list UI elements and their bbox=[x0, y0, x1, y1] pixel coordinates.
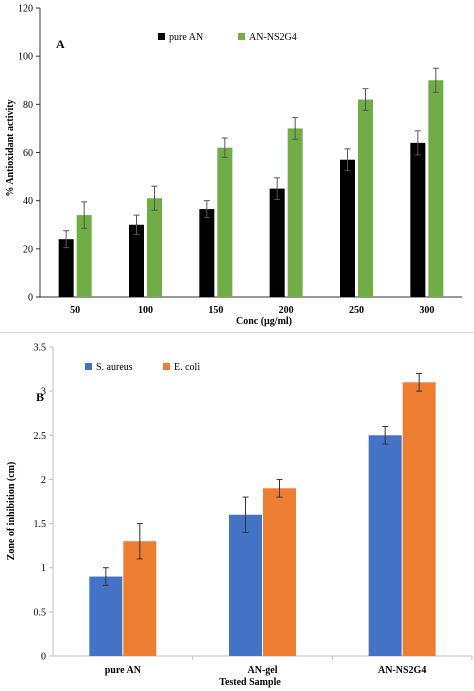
y-tick-label-a: 80 bbox=[23, 100, 33, 111]
y-axis-title-b: Zone of inhibition (cm) bbox=[6, 462, 17, 561]
y-tick-label-a: 40 bbox=[23, 196, 33, 207]
bar-a-pure-an bbox=[129, 224, 144, 297]
legend-label-a: AN-NS2G4 bbox=[249, 32, 297, 43]
bar-a-pure-an bbox=[199, 209, 215, 297]
bar-a-an-ns2g4 bbox=[287, 128, 303, 297]
bar-a-pure-an bbox=[269, 188, 285, 297]
y-tick-label-b: 2 bbox=[41, 475, 46, 486]
antioxidant-chart: A % Antioxidant activity Conc (µg/ml) 0 2… bbox=[5, 4, 462, 327]
bar-b-e-coli bbox=[263, 488, 296, 656]
y-tick-label-a: 0 bbox=[28, 293, 33, 304]
x-tick-label-a: 50 bbox=[70, 305, 80, 316]
bar-a-an-ns2g4 bbox=[147, 198, 162, 297]
legend-label-b: S. aureus bbox=[96, 362, 133, 373]
legend-swatch-a bbox=[238, 33, 245, 40]
y-tick-label-a: 100 bbox=[18, 52, 33, 63]
bar-a-an-ns2g4 bbox=[358, 99, 373, 298]
bar-b-s-aureus bbox=[229, 514, 262, 656]
y-tick-label-b: 1.5 bbox=[34, 519, 47, 530]
x-tick-label-a: 200 bbox=[279, 305, 294, 316]
x-tick-label-a: 150 bbox=[208, 305, 223, 316]
panel-label-a: A bbox=[56, 37, 65, 51]
x-tick-label-b: pure AN bbox=[105, 665, 142, 676]
y-tick-label-b: 0.5 bbox=[34, 607, 47, 618]
x-tick-label-b: AN-gel bbox=[248, 665, 278, 676]
bar-b-e-coli bbox=[123, 541, 157, 656]
y-tick-label-b: 2.5 bbox=[34, 431, 47, 442]
inhibition-chart: B Zone of inhibition (cm) Tested Sample … bbox=[6, 343, 473, 688]
legend-swatch-a bbox=[158, 33, 165, 40]
bar-a-pure-an bbox=[410, 142, 426, 297]
legend-swatch-b bbox=[163, 363, 170, 370]
bar-a-an-ns2g4 bbox=[76, 215, 92, 297]
x-axis-title-b: Tested Sample bbox=[219, 677, 281, 688]
bar-b-e-coli bbox=[402, 382, 436, 656]
bar-a-pure-an bbox=[340, 159, 355, 297]
panel-label-b: B bbox=[36, 390, 44, 404]
x-tick-label-a: 300 bbox=[419, 305, 434, 316]
y-tick-label-b: 3 bbox=[41, 387, 46, 398]
y-axis-title-a: % Antioxidant activity bbox=[5, 99, 16, 196]
y-tick-label-a: 120 bbox=[18, 4, 33, 15]
x-tick-label-a: 250 bbox=[349, 305, 364, 316]
y-tick-label-a: 60 bbox=[23, 148, 33, 159]
legend-swatch-b bbox=[85, 363, 92, 370]
x-tick-label-b: AN-NS2G4 bbox=[378, 665, 426, 676]
y-tick-label-b: 0 bbox=[41, 652, 46, 663]
bar-a-an-ns2g4 bbox=[217, 147, 233, 297]
legend-label-a: pure AN bbox=[169, 32, 203, 43]
y-tick-label-b: 3.5 bbox=[34, 343, 47, 354]
bar-b-s-aureus bbox=[89, 576, 123, 656]
chart-panel-a: A % Antioxidant activity Conc (µg/ml) 0 2… bbox=[0, 0, 474, 330]
y-tick-label-a: 20 bbox=[23, 244, 33, 255]
bar-b-s-aureus bbox=[368, 435, 402, 656]
legend-label-b: E. coli bbox=[174, 362, 200, 373]
bar-a-an-ns2g4 bbox=[428, 80, 444, 297]
y-tick-label-b: 1 bbox=[41, 563, 46, 574]
bar-a-pure-an bbox=[58, 239, 74, 297]
chart-panel-b: B Zone of inhibition (cm) Tested Sample … bbox=[0, 332, 474, 691]
x-axis-title-a: Conc (µg/ml) bbox=[236, 316, 292, 327]
x-tick-label-a: 100 bbox=[138, 305, 153, 316]
